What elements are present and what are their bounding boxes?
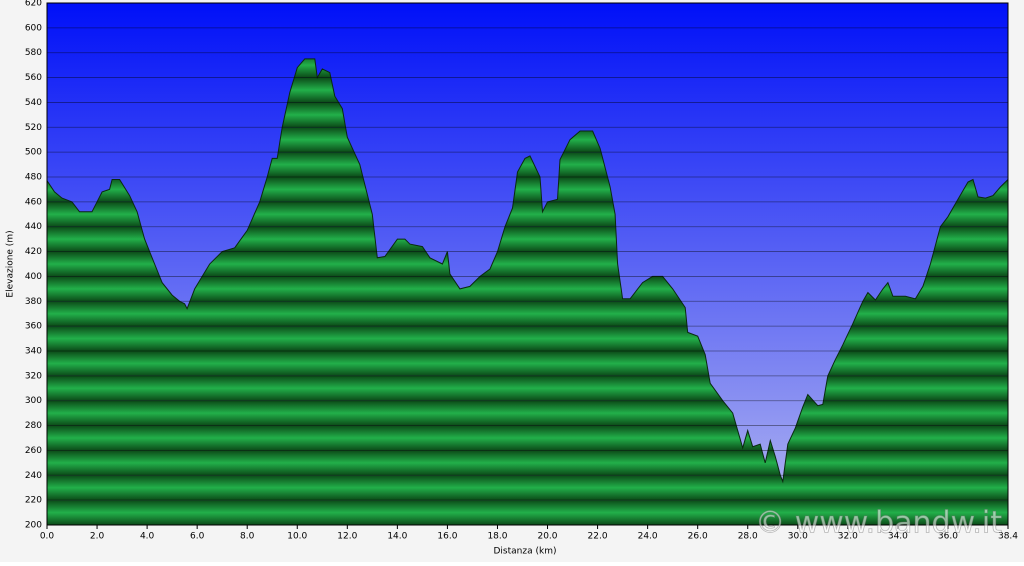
y-tick-label: 600: [25, 23, 42, 33]
y-tick-label: 620: [25, 0, 42, 9]
x-tick-label: 34.0: [888, 532, 908, 542]
y-tick-label: 220: [25, 496, 42, 506]
x-tick-label: 26.0: [688, 532, 708, 542]
x-tick-label: 8.0: [240, 532, 255, 542]
y-tick-label: 560: [25, 73, 42, 83]
x-tick-label: 16.0: [437, 532, 457, 542]
y-tick-label: 200: [25, 521, 42, 531]
y-tick-label: 380: [25, 297, 42, 307]
x-tick-label: 20.0: [537, 532, 557, 542]
area-band: [47, 425, 1008, 451]
area-band: [47, 450, 1008, 476]
y-tick-label: 280: [25, 421, 42, 431]
x-tick-label: 10.0: [287, 532, 307, 542]
y-tick-label: 480: [25, 173, 42, 183]
x-tick-label: 18.0: [487, 532, 507, 542]
x-tick-label: 28.0: [738, 532, 758, 542]
area-band: [47, 326, 1008, 351]
y-tick-label: 580: [25, 48, 42, 58]
x-axis-label: Distanza (km): [494, 547, 557, 557]
x-tick-label: 24.0: [638, 532, 658, 542]
y-tick-label: 240: [25, 471, 42, 481]
plot-frame: [46, 2, 1009, 526]
y-axis-label: Elevazione (m): [6, 230, 16, 297]
area-band: [47, 400, 1008, 426]
y-tick-label: 320: [25, 371, 42, 381]
y-tick-label: 400: [25, 272, 42, 282]
y-tick-label: 360: [25, 322, 42, 332]
y-tick-label: 500: [25, 148, 42, 158]
x-tick-label: 6.0: [190, 532, 205, 542]
x-tick-label: 30.0: [788, 532, 808, 542]
area-band: [47, 500, 1008, 525]
watermark: © www.bandw.it: [755, 506, 1002, 541]
y-tick-label: 540: [25, 98, 42, 108]
x-tick-label: 4.0: [140, 532, 155, 542]
x-tick-label: 14.0: [387, 532, 407, 542]
y-tick-label: 300: [25, 396, 42, 406]
y-tick-label: 460: [25, 197, 42, 207]
y-tick-label: 440: [25, 222, 42, 232]
y-tick-label: 260: [25, 446, 42, 456]
y-tick-label: 420: [25, 247, 42, 257]
x-tick-label: 12.0: [337, 532, 357, 542]
x-tick-label: 36.0: [938, 532, 958, 542]
x-tick-label: 32.0: [838, 532, 858, 542]
area-band: [47, 301, 1008, 327]
y-tick-label: 520: [25, 123, 42, 133]
area-band: [47, 375, 1008, 401]
x-tick-label: 2.0: [90, 532, 105, 542]
area-band: [47, 475, 1008, 501]
elevation-line: [46, 58, 1009, 484]
x-tick-label: 38.4: [998, 532, 1018, 542]
y-tick-label: 340: [25, 347, 42, 357]
area-band: [47, 351, 1008, 376]
x-tick-label: 22.0: [588, 532, 608, 542]
x-tick-label: 0.0: [40, 532, 55, 542]
